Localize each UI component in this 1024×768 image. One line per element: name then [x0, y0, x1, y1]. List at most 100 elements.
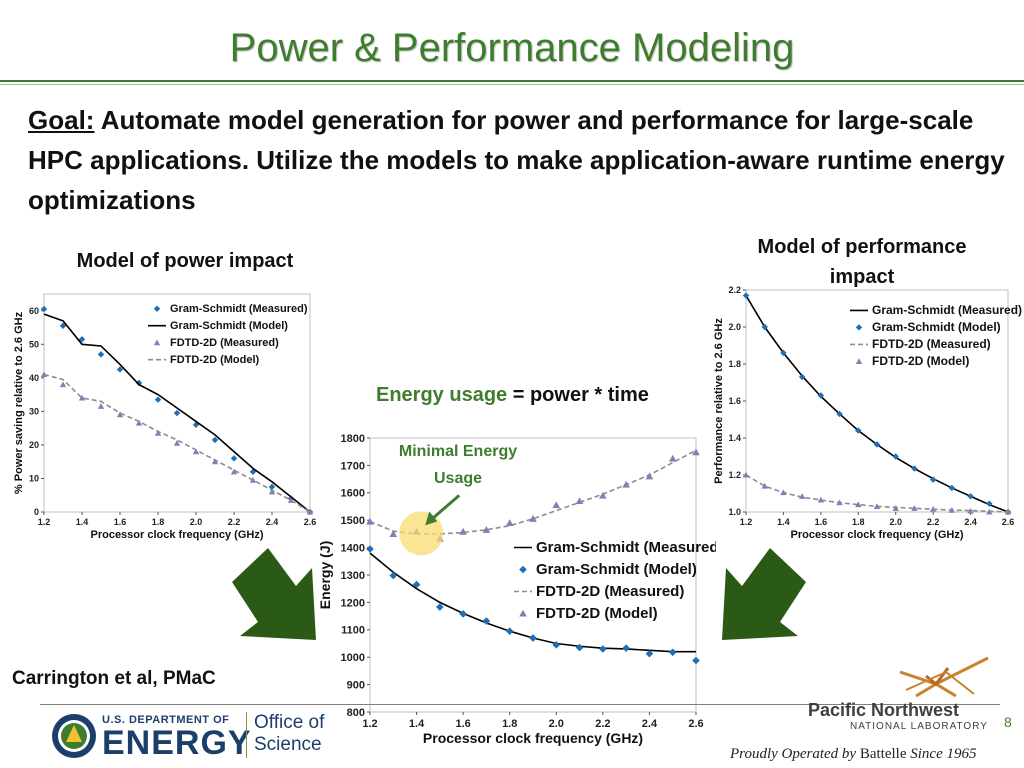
power-ytick-label: 20 — [29, 440, 39, 450]
power-ytick-label: 60 — [29, 306, 39, 316]
energy-data-point — [436, 603, 444, 611]
minimal-energy-highlight — [399, 511, 444, 556]
power-data-point — [192, 448, 200, 455]
performance-xtick-label: 2.4 — [964, 517, 977, 527]
page-number: 8 — [1004, 714, 1012, 730]
performance-data-point — [967, 507, 974, 514]
energy-data-point — [552, 501, 561, 509]
performance-data-point — [1004, 508, 1012, 515]
energy-ytick-label: 1800 — [341, 433, 365, 445]
performance-legend-label: Gram-Schmidt (Measured) — [872, 303, 1022, 317]
pnnl-name: Pacific Northwest — [808, 700, 960, 720]
pnnl-subtitle: NATIONAL LABORATORY — [850, 721, 988, 732]
power-data-point — [78, 336, 86, 343]
power-data-point — [135, 419, 143, 426]
performance-data-point — [948, 506, 956, 513]
power-data-point — [97, 403, 105, 409]
title-divider-light — [0, 84, 1024, 85]
power-legend: Gram-Schmidt (Measured) Gram-Schmidt (Mod… — [148, 303, 308, 366]
power-data-point — [268, 483, 276, 491]
performance-legend-label: FDTD-2D (Model) — [872, 354, 969, 368]
performance-ytick-label: 2.2 — [728, 285, 741, 295]
power-legend-label: Gram-Schmidt (Model) — [170, 320, 288, 332]
power-data-point — [173, 409, 181, 417]
power-data-point — [230, 455, 238, 462]
energy-data-point — [575, 643, 584, 652]
annotation-arrowhead-icon — [425, 511, 438, 526]
energy-data-point — [692, 448, 700, 456]
energy-series-1 — [366, 545, 700, 665]
performance-ytick-label: 1.6 — [728, 396, 741, 406]
performance-x-axis-label: Processor clock frequency (GHz) — [790, 529, 963, 541]
performance-xtick-label: 1.2 — [740, 517, 753, 527]
power-xtick-label: 1.2 — [38, 517, 51, 527]
equation-rest: = power * time — [507, 384, 649, 406]
office-line1: Office of — [254, 712, 325, 733]
performance-data-point — [986, 508, 993, 515]
doe-seal-icon — [52, 714, 96, 758]
performance-ytick-label: 2.0 — [728, 322, 741, 332]
power-data-point — [59, 381, 67, 388]
power-xtick-label: 2.4 — [266, 517, 279, 527]
left-down-arrow-icon — [232, 548, 316, 640]
performance-chart-heading: Model of performance impact — [712, 232, 1012, 292]
power-data-point — [306, 508, 314, 515]
power-data-point — [97, 351, 105, 358]
performance-xtick-label: 1.8 — [852, 517, 865, 527]
power-y-axis-label: % Power saving relative to 2.6 GHz — [13, 311, 25, 494]
power-ytick-label: 10 — [29, 474, 39, 484]
power-series-1 — [43, 313, 311, 513]
energy-xtick-label: 2.4 — [642, 718, 658, 730]
performance-xtick-label: 1.6 — [815, 517, 828, 527]
energy-ytick-label: 1100 — [341, 625, 365, 637]
power-series-line-1 — [43, 313, 311, 513]
power-ytick-label: 50 — [29, 339, 39, 349]
performance-data-point — [873, 441, 881, 448]
performance-chart: 1.01.21.41.61.82.02.21.2 1.4 1.6 1.8 2.0 2.2 2… — [713, 285, 1022, 541]
energy-x-axis-label: Processor clock frequency (GHz) — [423, 730, 643, 746]
power-data-point — [154, 396, 162, 403]
power-data-point — [211, 458, 219, 465]
performance-data-point — [780, 349, 787, 357]
performance-data-point — [929, 506, 937, 512]
energy-legend-label: Gram-Schmidt (Measured) — [536, 539, 716, 556]
energy-data-point — [622, 644, 630, 652]
annotation-line1: Minimal Energy — [399, 443, 517, 460]
energy-data-point — [599, 645, 607, 653]
power-series-line-3 — [43, 373, 311, 513]
battelle-post: Since 1965 — [906, 746, 977, 762]
energy-data-point — [459, 527, 467, 535]
title-divider — [0, 80, 1024, 82]
energy-ytick-label: 1600 — [341, 488, 365, 500]
performance-data-point — [798, 493, 806, 499]
energy-data-point — [645, 472, 654, 480]
performance-heading-line1: Model of performance — [757, 236, 967, 258]
performance-ytick-label: 1.8 — [728, 359, 741, 369]
performance-data-point — [780, 489, 787, 496]
power-legend-swatch — [153, 339, 161, 346]
energy-data-point — [366, 517, 374, 525]
energy-xtick-label: 1.6 — [455, 718, 470, 730]
doe-department-label: U.S. DEPARTMENT OF — [102, 714, 230, 726]
energy-series-3 — [366, 448, 700, 542]
performance-data-point — [836, 499, 843, 506]
performance-data-point — [761, 323, 768, 331]
energy-data-point — [552, 641, 561, 649]
performance-legend-swatch — [855, 358, 863, 364]
performance-data-point — [742, 292, 750, 299]
power-data-point — [230, 468, 238, 475]
power-data-point — [249, 468, 257, 475]
energy-legend-swatch — [519, 609, 527, 617]
power-xtick-label: 1.4 — [76, 517, 89, 527]
power-series-3 — [43, 373, 311, 513]
energy-data-point — [505, 627, 514, 635]
energy-ytick-label: 900 — [347, 679, 365, 691]
performance-data-point — [855, 501, 862, 508]
power-data-point — [40, 305, 48, 313]
power-xtick-label: 2.2 — [228, 517, 241, 527]
energy-data-point — [389, 530, 398, 537]
performance-data-point — [742, 471, 750, 478]
office-of-science: Office of Science — [254, 712, 324, 756]
energy-data-point — [389, 571, 398, 580]
energy-data-point — [599, 491, 607, 499]
